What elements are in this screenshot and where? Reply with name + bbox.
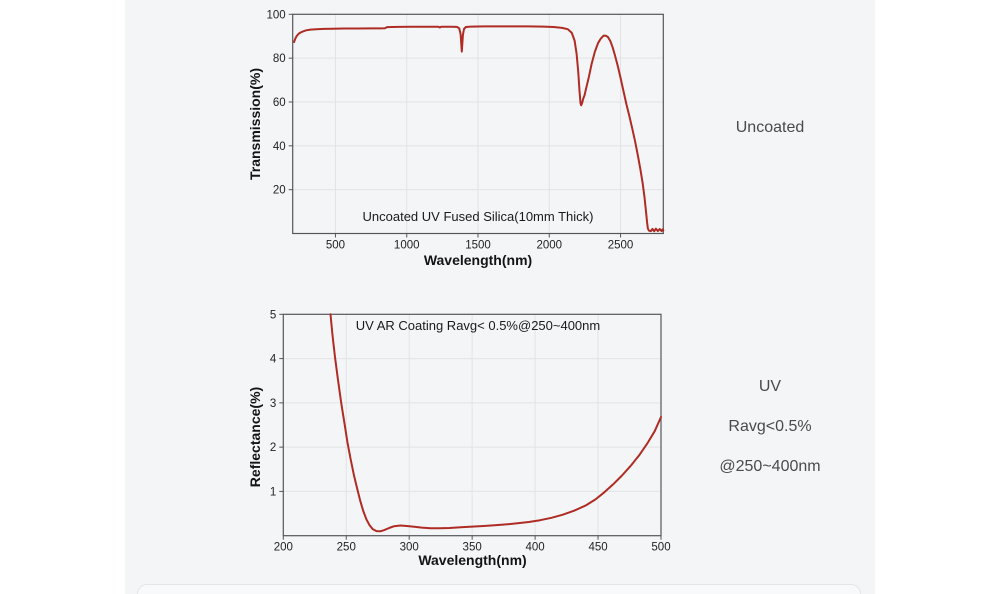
y-tick-label: 2 <box>270 442 276 454</box>
content-panel <box>125 0 875 594</box>
y-tick-label: 4 <box>270 354 277 366</box>
x-tick-label: 500 <box>651 542 670 554</box>
y-tick-label: 60 <box>273 97 286 109</box>
y-tick-label: 80 <box>273 53 286 65</box>
x-tick-label: 350 <box>463 542 482 554</box>
next-section-edge <box>137 584 861 594</box>
uv-coating-name: UV <box>758 378 782 395</box>
y-tick-label: 3 <box>270 398 276 410</box>
reflectance-y-axis-label: Reflectance(%) <box>247 386 263 488</box>
uv-coating-spec-block: UV Ravg<0.5% @250~400nm <box>680 367 860 487</box>
x-tick-label: 300 <box>400 542 419 554</box>
x-tick-label: 2000 <box>536 240 562 252</box>
x-tick-label: 500 <box>326 240 345 252</box>
uv-coating-ravg: Ravg<0.5% <box>728 418 812 435</box>
y-tick-label: 40 <box>273 141 286 153</box>
data-curve <box>293 25 665 233</box>
reflectance-chart: 200 250 300 350 400 450 500 1 2 3 4 5 <box>270 309 671 554</box>
transmission-y-axis-label: Transmission(%) <box>247 67 263 181</box>
y-tick-label: 100 <box>267 9 286 21</box>
x-tick-label: 200 <box>274 542 293 554</box>
y-tick-label: 5 <box>270 309 276 321</box>
x-tick-label: 1000 <box>394 240 420 252</box>
uv-coating-range: @250~400nm <box>719 458 821 475</box>
x-tick-label: 400 <box>526 542 545 554</box>
x-tick-label: 1500 <box>465 240 491 252</box>
reflectance-chart-caption: UV AR Coating Ravg< 0.5%@250~400nm <box>355 318 601 333</box>
plot-frame <box>292 13 664 235</box>
plot-frame <box>282 313 662 537</box>
data-curve <box>329 313 662 533</box>
reflectance-x-axis-label: Wavelength(nm) <box>418 552 527 568</box>
y-tick-label: 1 <box>270 486 276 498</box>
uncoated-label: Uncoated <box>735 119 805 136</box>
x-tick-label: 450 <box>588 542 607 554</box>
y-tick-label: 20 <box>273 185 286 197</box>
x-tick-label: 2500 <box>608 240 634 252</box>
transmission-chart: 500 1000 1500 2000 2500 20 40 60 80 100 <box>267 9 665 252</box>
transmission-chart-caption: Uncoated UV Fused Silica(10mm Thick) <box>362 209 594 224</box>
transmission-x-axis-label: Wavelength(nm) <box>423 252 533 268</box>
x-tick-label: 250 <box>337 542 356 554</box>
